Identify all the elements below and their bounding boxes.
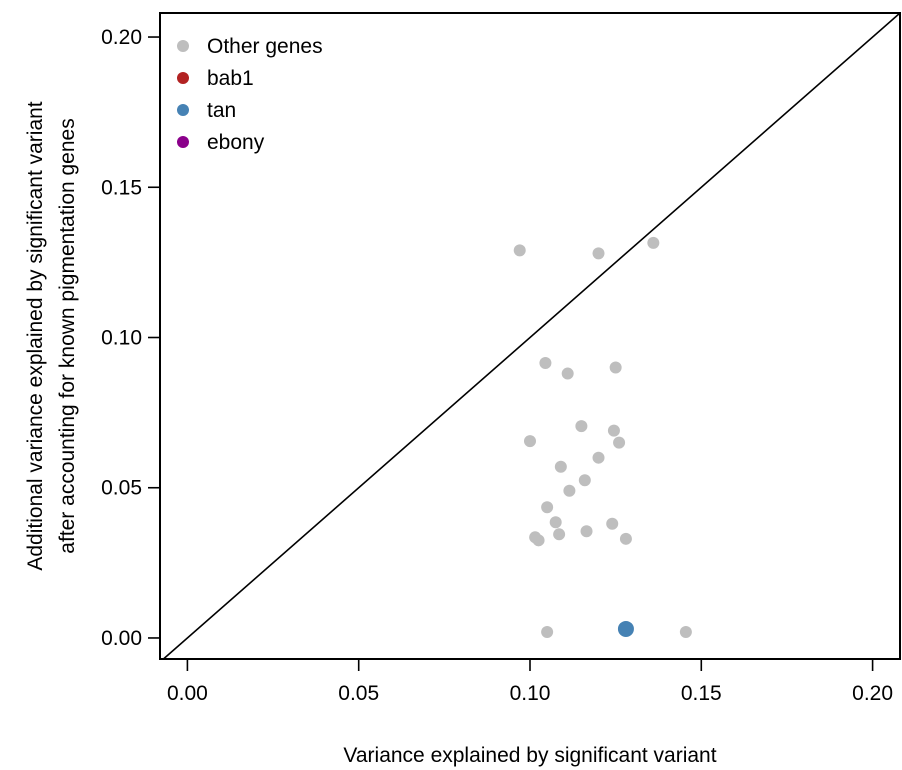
legend-marker-other-genes <box>177 40 189 52</box>
legend: Other genes bab1 tan ebony <box>177 35 323 154</box>
data-points <box>513 236 692 638</box>
point-other-genes <box>647 236 660 249</box>
point-tan <box>617 620 634 637</box>
legend-marker-ebony <box>177 136 189 148</box>
point-other-genes <box>606 517 619 530</box>
point-other-genes <box>592 451 605 464</box>
point-other-genes <box>549 516 562 529</box>
point-other-genes <box>561 367 574 380</box>
x-axis-title: Variance explained by significant varian… <box>343 744 716 767</box>
y-tick-label: 0.15 <box>101 176 142 199</box>
point-other-genes <box>679 625 692 638</box>
y-tick-label: 0.00 <box>101 627 142 650</box>
y-tick-label: 0.05 <box>101 477 142 500</box>
point-other-genes <box>609 361 622 374</box>
point-other-genes <box>619 532 632 545</box>
legend-label-tan: tan <box>207 99 236 122</box>
point-other-genes <box>524 435 536 448</box>
x-tick-label: 0.20 <box>852 682 893 705</box>
point-other-genes <box>580 525 593 538</box>
point-other-genes <box>541 625 554 638</box>
x-tick-label: 0.15 <box>681 682 722 705</box>
x-tick-label: 0.05 <box>338 682 379 705</box>
legend-label-bab1: bab1 <box>207 67 254 90</box>
reference-line <box>162 12 901 660</box>
point-other-genes <box>578 474 591 487</box>
point-other-genes <box>607 424 620 437</box>
reference-line-group <box>162 12 901 660</box>
point-other-genes <box>613 436 626 449</box>
legend-marker-bab1 <box>177 72 189 84</box>
y-axis-title-line-1: Additional variance explained by signifi… <box>24 101 47 570</box>
point-other-genes <box>575 420 588 433</box>
x-tick-label: 0.10 <box>510 682 551 705</box>
y-axis-title-line-2: after accounting for known pigmentation … <box>56 118 79 553</box>
x-axis: 0.00 0.05 0.10 0.15 0.20 <box>167 659 893 705</box>
point-other-genes <box>532 534 545 547</box>
y-tick-label: 0.10 <box>101 327 142 350</box>
point-other-genes <box>553 528 566 541</box>
y-tick-label: 0.20 <box>101 26 142 49</box>
point-other-genes <box>541 501 554 514</box>
point-other-genes <box>554 460 567 473</box>
point-other-genes <box>513 244 526 257</box>
x-tick-label: 0.00 <box>167 682 208 705</box>
y-axis: 0.00 0.05 0.10 0.15 0.20 <box>101 26 160 650</box>
legend-label-ebony: ebony <box>207 131 265 154</box>
legend-marker-tan <box>177 104 189 116</box>
legend-label-other-genes: Other genes <box>207 35 323 58</box>
point-other-genes <box>592 247 605 260</box>
point-other-genes <box>563 484 576 497</box>
point-other-genes <box>539 357 552 370</box>
